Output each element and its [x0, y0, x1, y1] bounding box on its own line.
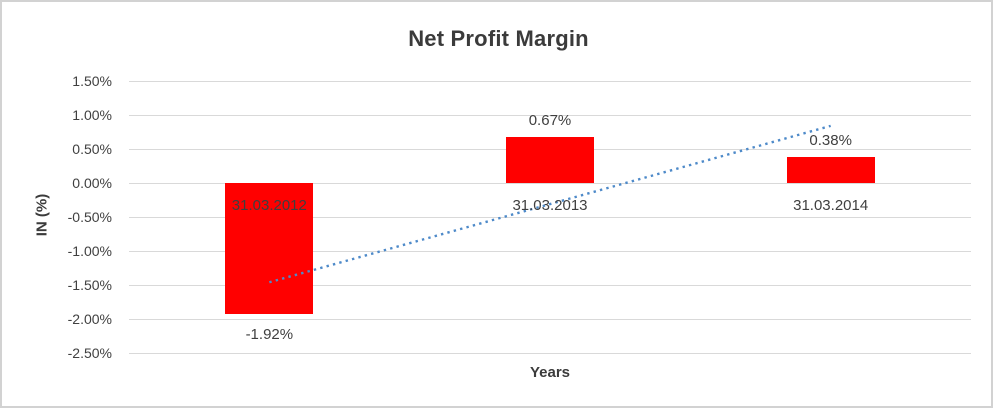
- y-axis-tick-label: -2.50%: [67, 345, 112, 361]
- gridline: [129, 80, 971, 82]
- y-axis-tick-label: -1.50%: [67, 277, 112, 293]
- category-label: 31.03.2014: [793, 197, 869, 214]
- gridline: [129, 318, 971, 320]
- bar-data-label: -1.92%: [245, 325, 294, 343]
- y-axis-tick-label: 0.50%: [72, 141, 112, 157]
- category-label: 31.03.2013: [512, 197, 588, 214]
- y-axis-tick-label: -0.50%: [67, 209, 112, 225]
- bar-data-label: 0.38%: [809, 132, 852, 150]
- bar-data-label: 0.67%: [528, 112, 572, 130]
- y-axis-tick-label: -2.00%: [67, 311, 112, 327]
- y-axis-tick-label: 1.50%: [72, 73, 112, 89]
- bar: [506, 137, 594, 183]
- gridline: [129, 284, 971, 286]
- category-label: 31.03.2012: [231, 197, 307, 214]
- y-axis-tick-label: -1.00%: [67, 243, 112, 259]
- y-axis-tick-label: 0.00%: [72, 175, 112, 191]
- gridline: [129, 352, 971, 354]
- x-axis-title: Years: [529, 364, 571, 381]
- y-axis-tick-label: 1.00%: [72, 107, 112, 123]
- chart-title: Net Profit Margin: [408, 26, 589, 51]
- gridline: [129, 114, 971, 116]
- bar: [786, 157, 875, 183]
